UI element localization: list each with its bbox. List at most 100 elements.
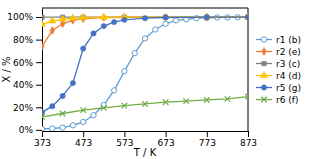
legend-label: r6 (f) [276,95,298,105]
y-tick: 40% [13,80,42,90]
series [42,13,248,50]
point [42,114,45,120]
x-tick-label: 573 [116,138,133,148]
x-tick-label: 773 [199,138,216,148]
y-tick: 20% [13,103,42,113]
x-tick-label: 473 [75,138,92,148]
x-tick-label: 373 [34,138,51,148]
x-axis-line [43,131,249,132]
point [100,13,107,19]
y-tick: 0% [19,125,42,135]
point [49,17,56,23]
point [60,111,66,117]
y-tick-mark [36,130,42,131]
point [245,14,248,19]
point [60,125,65,130]
y-tick: 80% [13,35,42,45]
legend-marker [261,97,267,103]
point [132,50,137,55]
y-tick-mark [36,85,42,86]
legend-label: r1 (b) [276,35,301,45]
series [42,14,248,131]
legend-label: r2 (e) [276,47,301,57]
x-tick: 873 [240,131,257,148]
point [81,119,86,124]
point [204,14,209,19]
legend-item: r5 (g) [256,83,301,93]
x-tick: 573 [116,131,133,148]
x-axis-title: T / K [133,147,157,158]
point [163,15,168,20]
legend: r1 (b) r2 (e) r3 (c) r4 (d) r5 (g) r6 (f) [256,35,301,105]
x-tick-label: 673 [158,138,175,148]
series [42,13,248,26]
point [162,13,169,19]
y-tick-label: 100% [7,12,33,22]
point [205,15,209,19]
legend-marker [262,61,266,65]
line [42,17,248,46]
point [204,15,209,20]
point [204,97,210,103]
x-tick-mark [83,131,84,137]
point [80,13,87,19]
point [244,13,248,19]
point [42,20,46,26]
point [246,13,248,21]
point [173,18,178,23]
x-tick-mark [248,131,249,137]
y-tick: 100% [7,12,42,22]
point [142,101,148,107]
point [122,69,127,74]
y-axis-title: X / % [1,56,12,82]
legend-marker [262,48,267,56]
y-tick-mark [36,40,42,41]
point [91,31,96,36]
point [153,27,158,32]
x-axis: 373 473 573 673 773 873 [34,131,257,148]
frame-line [42,8,248,9]
point [203,13,210,19]
y-tick-mark [36,62,42,63]
x-tick-mark [124,131,125,137]
point [59,15,66,21]
point [245,14,248,19]
legend-marker [260,71,267,77]
legend-item: r3 (c) [256,59,300,69]
x-tick-label: 873 [240,138,257,148]
point [50,27,55,35]
line [42,17,248,112]
point [183,98,189,104]
x-tick-mark [207,131,208,137]
y-tick: 60% [13,58,42,68]
line [42,97,248,117]
series [42,94,248,120]
point [69,14,76,20]
point [70,123,75,128]
legend-item: r1 (b) [256,35,301,45]
point [80,107,86,113]
point [42,126,45,131]
legend-label: r4 (d) [276,71,301,81]
point [101,23,106,28]
point [225,96,231,102]
plot: 373 473 573 673 773 873 0% 20% 40% 60% 80% 100% [7,8,257,148]
y-tick-label: 60% [13,58,33,68]
y-tick-label: 80% [13,35,33,45]
point [246,15,248,19]
line [42,17,248,129]
legend-label: r5 (g) [276,83,301,93]
frame-line [248,8,249,131]
point [194,16,199,21]
point [42,15,44,19]
point [122,17,127,22]
chart: 373 473 573 673 773 873 0% 20% 40% 60% 80% 100% T / … [0,0,312,159]
point [142,36,147,41]
y-tick-label: 40% [13,80,33,90]
point [163,15,167,19]
legend-item: r4 (d) [256,71,301,81]
point [50,126,55,131]
legend-marker [261,37,266,42]
y-tick-label: 20% [13,103,33,113]
point [111,19,116,24]
